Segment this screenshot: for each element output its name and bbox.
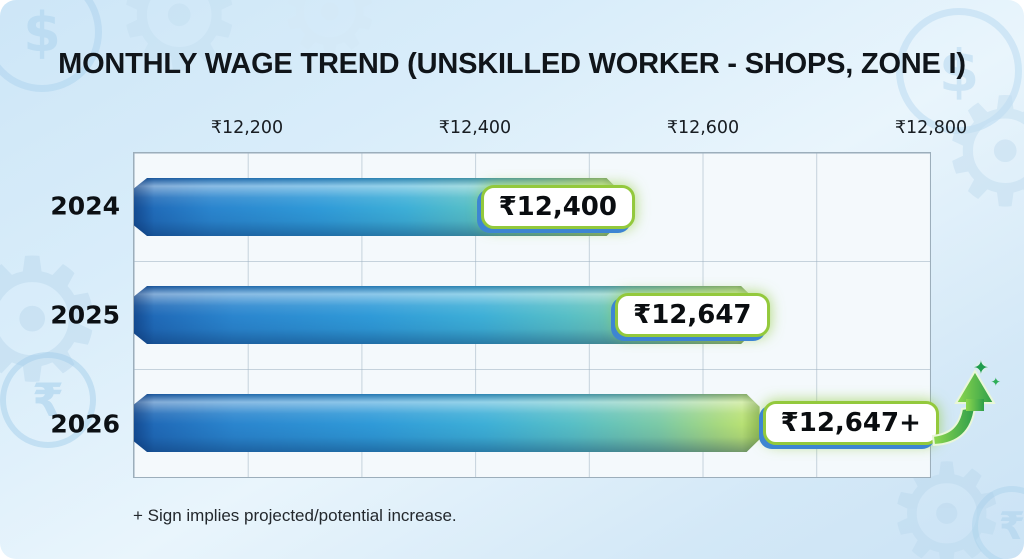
x-tick-12600: ₹12,600 <box>666 118 740 138</box>
footnote: + Sign implies projected/potential incre… <box>133 506 457 525</box>
bar-row-2026: ✦ ₹12,647+ <box>134 357 1001 477</box>
watermark-gear-icon: ⚙ <box>938 66 1024 240</box>
arrow-sparkle-icon: ✦ <box>990 374 1001 389</box>
x-axis: ₹12,200 ₹12,400 ₹12,600 ₹12,800 <box>133 118 967 144</box>
bar-row-2024: ₹12,400 <box>134 153 930 261</box>
value-badge-group-2024: ₹12,400 <box>480 184 635 229</box>
x-tick-12800: ₹12,800 <box>894 118 968 138</box>
y-label-2024: 2024 <box>50 191 120 221</box>
x-tick-12200: ₹12,200 <box>210 118 284 138</box>
rupee-glyph: ₹ <box>998 504 1024 548</box>
y-label-2025: 2025 <box>50 300 120 330</box>
value-badge-2024: ₹12,400 <box>480 184 635 229</box>
watermark-rupee-coin-icon: ₹ <box>972 486 1024 559</box>
value-badge-2025: ₹12,647 <box>615 292 770 337</box>
x-tick-12400: ₹12,400 <box>438 118 512 138</box>
chart-title: MONTHLY WAGE TREND (UNSKILLED WORKER - S… <box>58 48 966 80</box>
arrow-sparkle-icon: ✦ <box>972 356 989 379</box>
bar-2026: ✦ <box>134 394 760 452</box>
y-axis: 2024 2025 2026 <box>0 152 122 478</box>
plot-area: ₹12,400 ₹12,647 ✦ ₹12,647+ <box>133 152 1001 478</box>
growth-arrow-icon: ✦ ✦ <box>931 357 1001 449</box>
value-badge-2026: ₹12,647+ <box>762 400 939 445</box>
bar-row-2025: ₹12,647 <box>134 261 930 369</box>
value-badge-group-2026: ₹12,647+ ✦ ✦ <box>762 357 1001 465</box>
value-badge-group-2025: ₹12,647 <box>615 292 770 337</box>
y-label-2026: 2026 <box>50 409 120 439</box>
